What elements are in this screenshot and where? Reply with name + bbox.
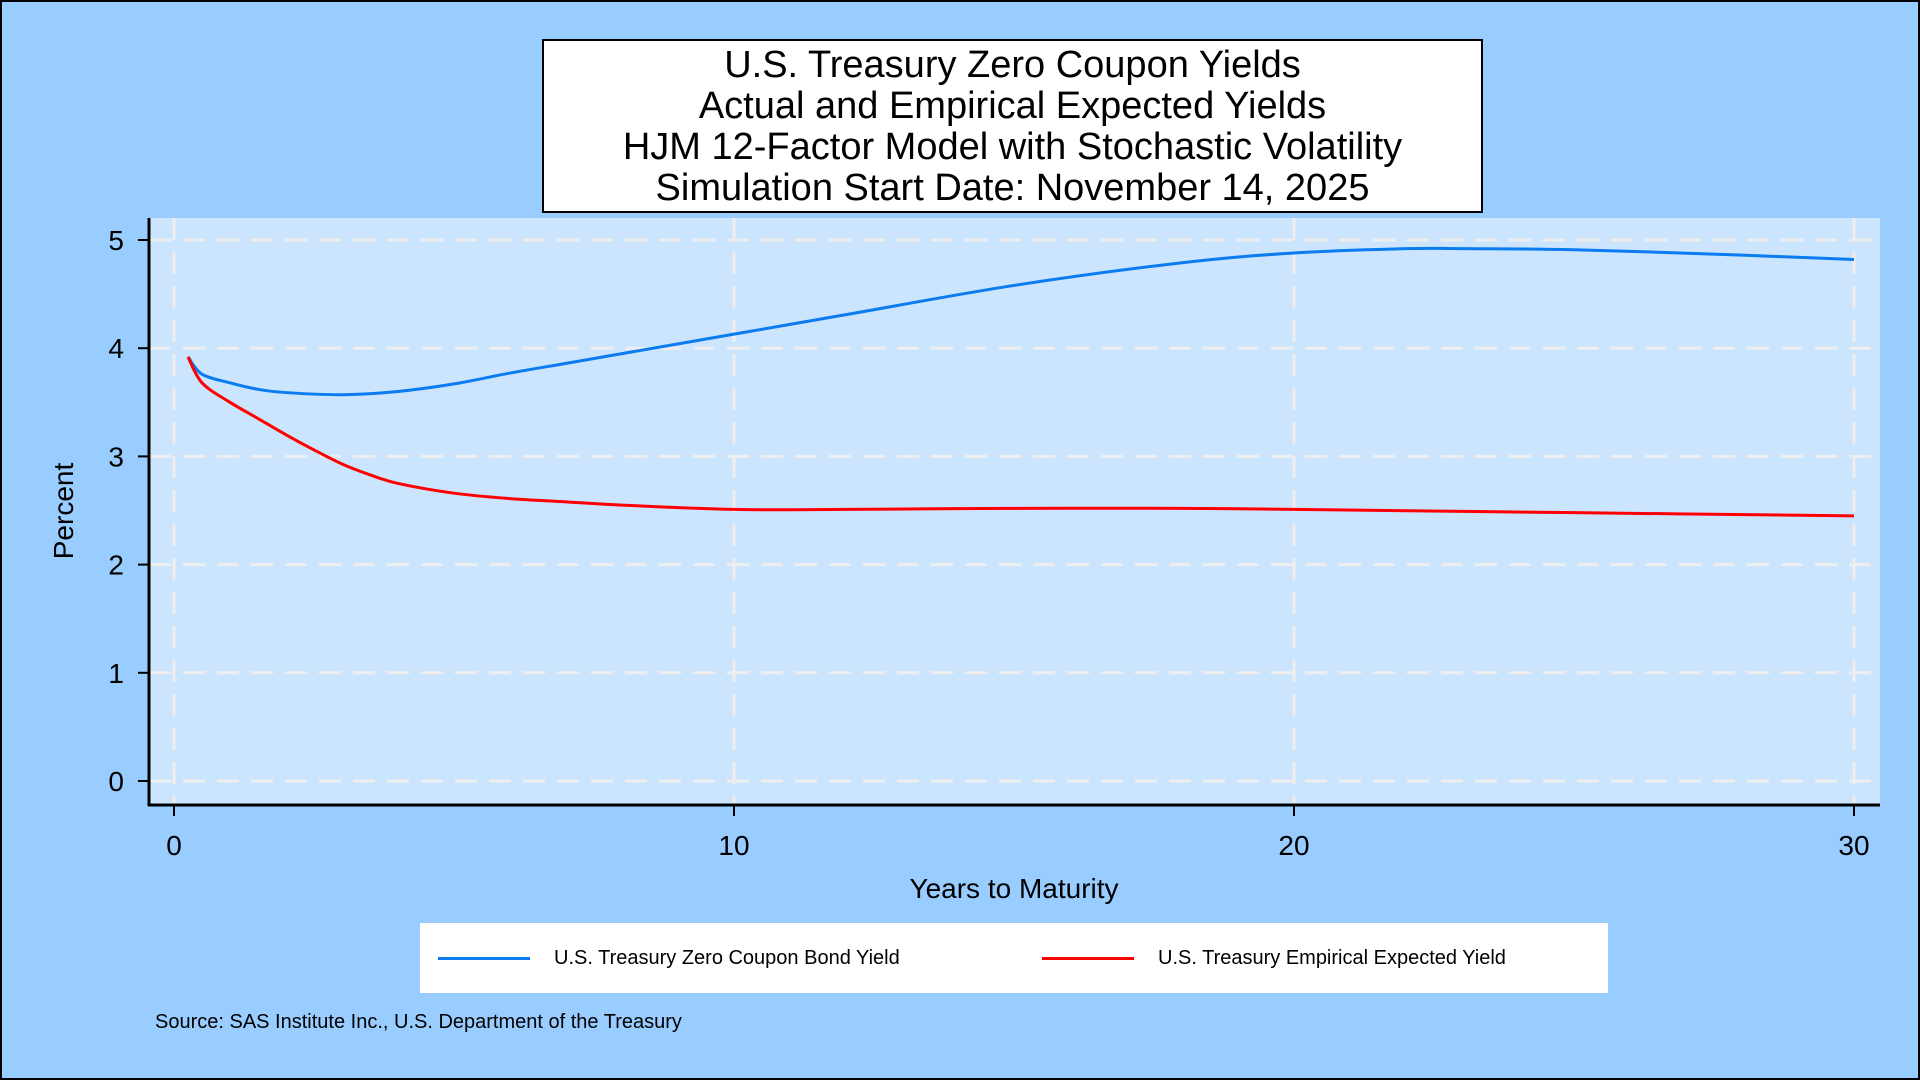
x-tick-label: 30 [1838, 830, 1869, 861]
x-tick-label: 0 [166, 830, 182, 861]
y-tick-label: 2 [108, 550, 124, 581]
chart-title-box: U.S. Treasury Zero Coupon Yields Actual … [542, 39, 1483, 213]
legend: U.S. Treasury Zero Coupon Bond Yield U.S… [420, 923, 1608, 993]
legend-item-expected-yield: U.S. Treasury Empirical Expected Yield [1042, 923, 1506, 993]
source-note: Source: SAS Institute Inc., U.S. Departm… [155, 1011, 682, 1033]
x-axis-label: Years to Maturity [909, 873, 1118, 904]
plot-area [149, 218, 1880, 805]
x-tick-label: 20 [1278, 830, 1309, 861]
legend-label: U.S. Treasury Empirical Expected Yield [1158, 946, 1506, 969]
y-axis-label: Percent [48, 463, 79, 560]
legend-label: U.S. Treasury Zero Coupon Bond Yield [554, 946, 900, 969]
title-line-4: Simulation Start Date: November 14, 2025 [655, 167, 1370, 209]
title-line-3: HJM 12-Factor Model with Stochastic Vola… [622, 126, 1403, 168]
y-tick-label: 1 [108, 658, 124, 689]
y-tick-label: 4 [108, 333, 124, 364]
y-tick-label: 5 [108, 225, 124, 256]
title-line-1: U.S. Treasury Zero Coupon Yields [724, 44, 1301, 86]
legend-swatch-blue [438, 956, 530, 960]
legend-swatch-red [1042, 956, 1134, 960]
y-tick-label: 0 [108, 766, 124, 797]
y-tick-label: 3 [108, 441, 124, 472]
series-line-expected-yield [186, 356, 1855, 518]
title-line-2: Actual and Empirical Expected Yields [698, 85, 1327, 127]
legend-item-bond-yield: U.S. Treasury Zero Coupon Bond Yield [438, 923, 900, 993]
x-tick-label: 10 [718, 830, 749, 861]
series-line-bond-yield [186, 246, 1855, 397]
